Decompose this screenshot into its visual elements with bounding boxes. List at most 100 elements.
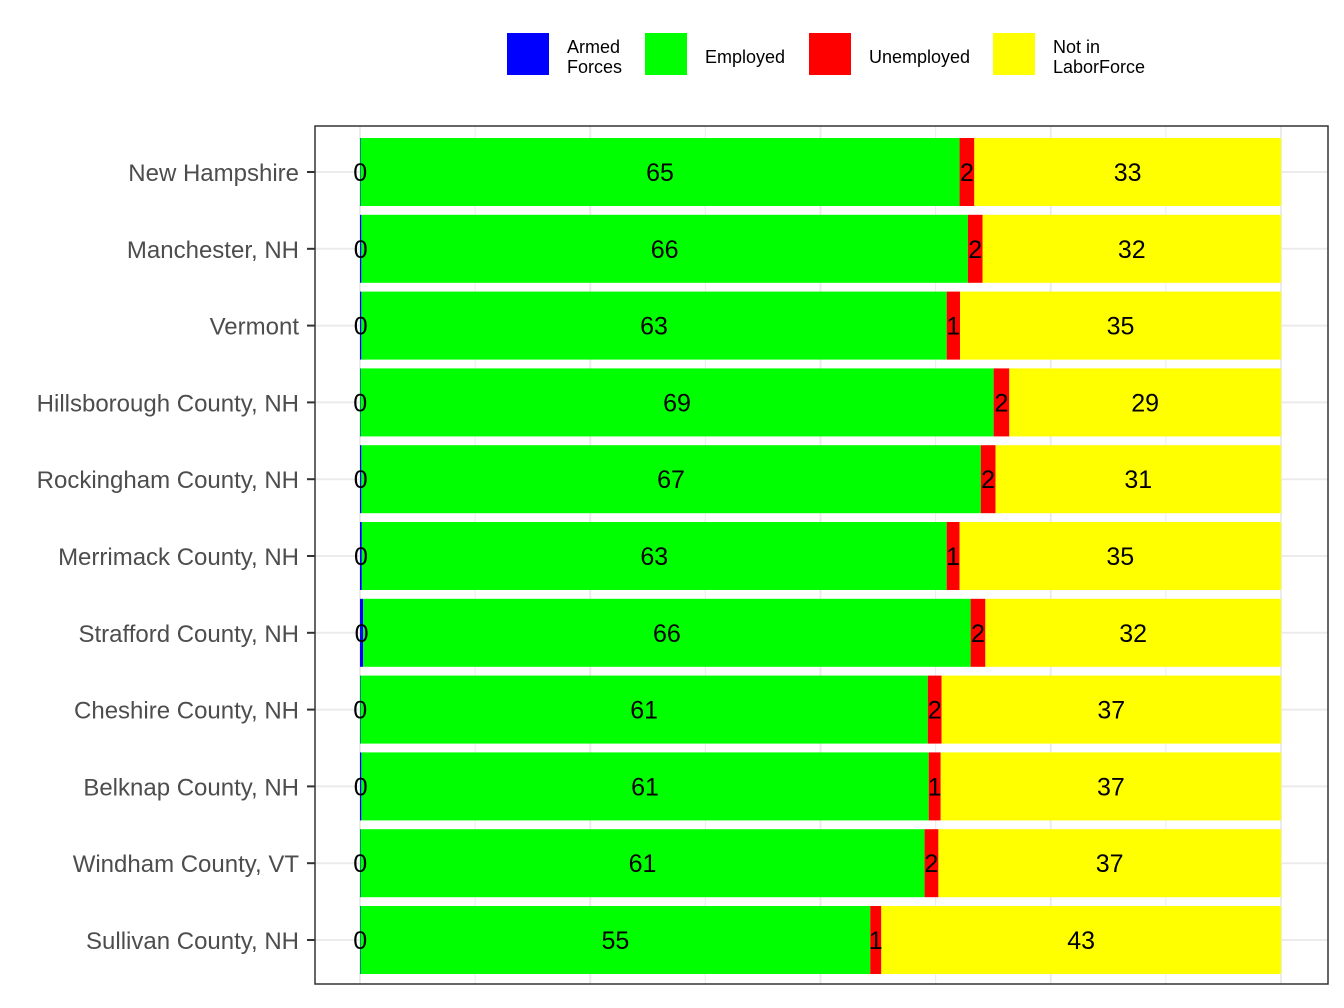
data-label: 0 — [354, 313, 368, 341]
bar-segment — [360, 906, 871, 974]
data-label: 67 — [657, 466, 685, 494]
bar-segment — [946, 522, 960, 590]
bar-segment — [967, 214, 983, 283]
category-label: Belknap County, NH — [83, 774, 299, 801]
bar-segment — [1009, 368, 1281, 437]
bar-segment — [870, 906, 882, 974]
bar-segment — [881, 906, 1281, 974]
data-label: 0 — [354, 543, 368, 571]
bar-segment — [360, 138, 361, 206]
category-label: Hillsborough County, NH — [37, 390, 299, 417]
category-label: Windham County, VT — [73, 851, 300, 878]
bar-segment — [360, 829, 361, 898]
data-label: 37 — [1096, 850, 1124, 878]
data-label: 0 — [354, 466, 368, 494]
data-label: 32 — [1118, 236, 1146, 264]
data-label: 0 — [353, 927, 367, 955]
category-label: Manchester, NH — [127, 237, 299, 264]
data-label: 37 — [1097, 773, 1125, 801]
bar-segment — [993, 368, 1010, 437]
data-label: 1 — [869, 927, 883, 955]
data-label: 61 — [631, 773, 659, 801]
data-label: 0 — [353, 850, 367, 878]
data-label: 0 — [355, 620, 369, 648]
bar-segment — [959, 522, 1281, 590]
bar-segment — [360, 368, 361, 437]
data-label: 35 — [1107, 313, 1135, 341]
data-label: 31 — [1124, 466, 1152, 494]
data-label: 35 — [1106, 543, 1134, 571]
bar-segment — [361, 291, 947, 360]
data-labels: 0 65 2 33 0 66 2 32 0 63 1 35 0 69 2 29 0 67 2 31 0 63 1 35 0 66 2… — [353, 159, 1159, 955]
bar-segment — [361, 214, 968, 283]
data-label: 0 — [353, 159, 367, 187]
bar-segment — [928, 752, 941, 821]
data-label: 61 — [629, 850, 657, 878]
category-label: Vermont — [210, 314, 300, 341]
bar-segment — [360, 522, 362, 590]
legend-label: Not in — [1053, 37, 1100, 57]
legend-label: Armed — [567, 37, 620, 57]
data-label: 65 — [646, 159, 674, 187]
bar-segment — [360, 906, 361, 974]
category-label: Merrimack County, NH — [58, 544, 299, 571]
legend-key — [507, 33, 549, 75]
legend-label: Forces — [567, 57, 622, 77]
data-label: 29 — [1131, 389, 1159, 417]
bars — [360, 138, 1281, 974]
category-label: New Hampshire — [128, 160, 299, 187]
data-label: 2 — [995, 389, 1009, 417]
bar-segment — [985, 598, 1281, 667]
data-label: 2 — [971, 620, 985, 648]
data-label: 37 — [1097, 697, 1125, 725]
data-label: 43 — [1067, 927, 1095, 955]
bar-segment — [361, 752, 929, 821]
data-label: 0 — [354, 773, 368, 801]
data-label: 1 — [946, 543, 960, 571]
category-label: Strafford County, NH — [78, 621, 299, 648]
bar-segment — [360, 445, 362, 514]
data-label: 2 — [981, 466, 995, 494]
data-label: 0 — [353, 389, 367, 417]
data-label: 0 — [353, 697, 367, 725]
bar-segment — [360, 368, 994, 437]
bar-segment — [360, 829, 925, 898]
data-label: 2 — [928, 697, 942, 725]
bar-segment — [927, 675, 942, 744]
bar-segment — [360, 675, 361, 744]
bar-segment — [938, 829, 1281, 898]
bar-segment — [361, 445, 981, 514]
bar-segment — [360, 675, 928, 744]
data-label: 1 — [928, 773, 942, 801]
data-label: 63 — [640, 543, 668, 571]
bar-segment — [360, 138, 960, 206]
data-label: 2 — [968, 236, 982, 264]
bar-segment — [960, 291, 1281, 360]
legend-key — [645, 33, 687, 75]
bar-segment — [959, 138, 975, 206]
data-label: 63 — [640, 313, 668, 341]
data-label: 2 — [960, 159, 974, 187]
data-label: 33 — [1114, 159, 1142, 187]
bar-segment — [363, 598, 971, 667]
category-label: Sullivan County, NH — [86, 928, 299, 955]
legend-label: LaborForce — [1053, 57, 1145, 77]
data-label: 69 — [663, 389, 691, 417]
bar-segment — [995, 445, 1281, 514]
bar-segment — [924, 829, 939, 898]
bar-segment — [980, 445, 996, 514]
data-label: 66 — [651, 236, 679, 264]
y-axis: New Hampshire Manchester, NH Vermont Hillsb… — [37, 160, 315, 955]
category-label: Cheshire County, NH — [74, 698, 299, 725]
bar-segment — [982, 214, 1281, 283]
bar-segment — [974, 138, 1281, 206]
legend-label: Unemployed — [869, 47, 970, 67]
bar-segment — [970, 598, 986, 667]
data-label: 0 — [354, 236, 368, 264]
data-label: 61 — [630, 697, 658, 725]
data-label: 66 — [653, 620, 681, 648]
data-label: 32 — [1119, 620, 1147, 648]
data-label: 1 — [946, 313, 960, 341]
